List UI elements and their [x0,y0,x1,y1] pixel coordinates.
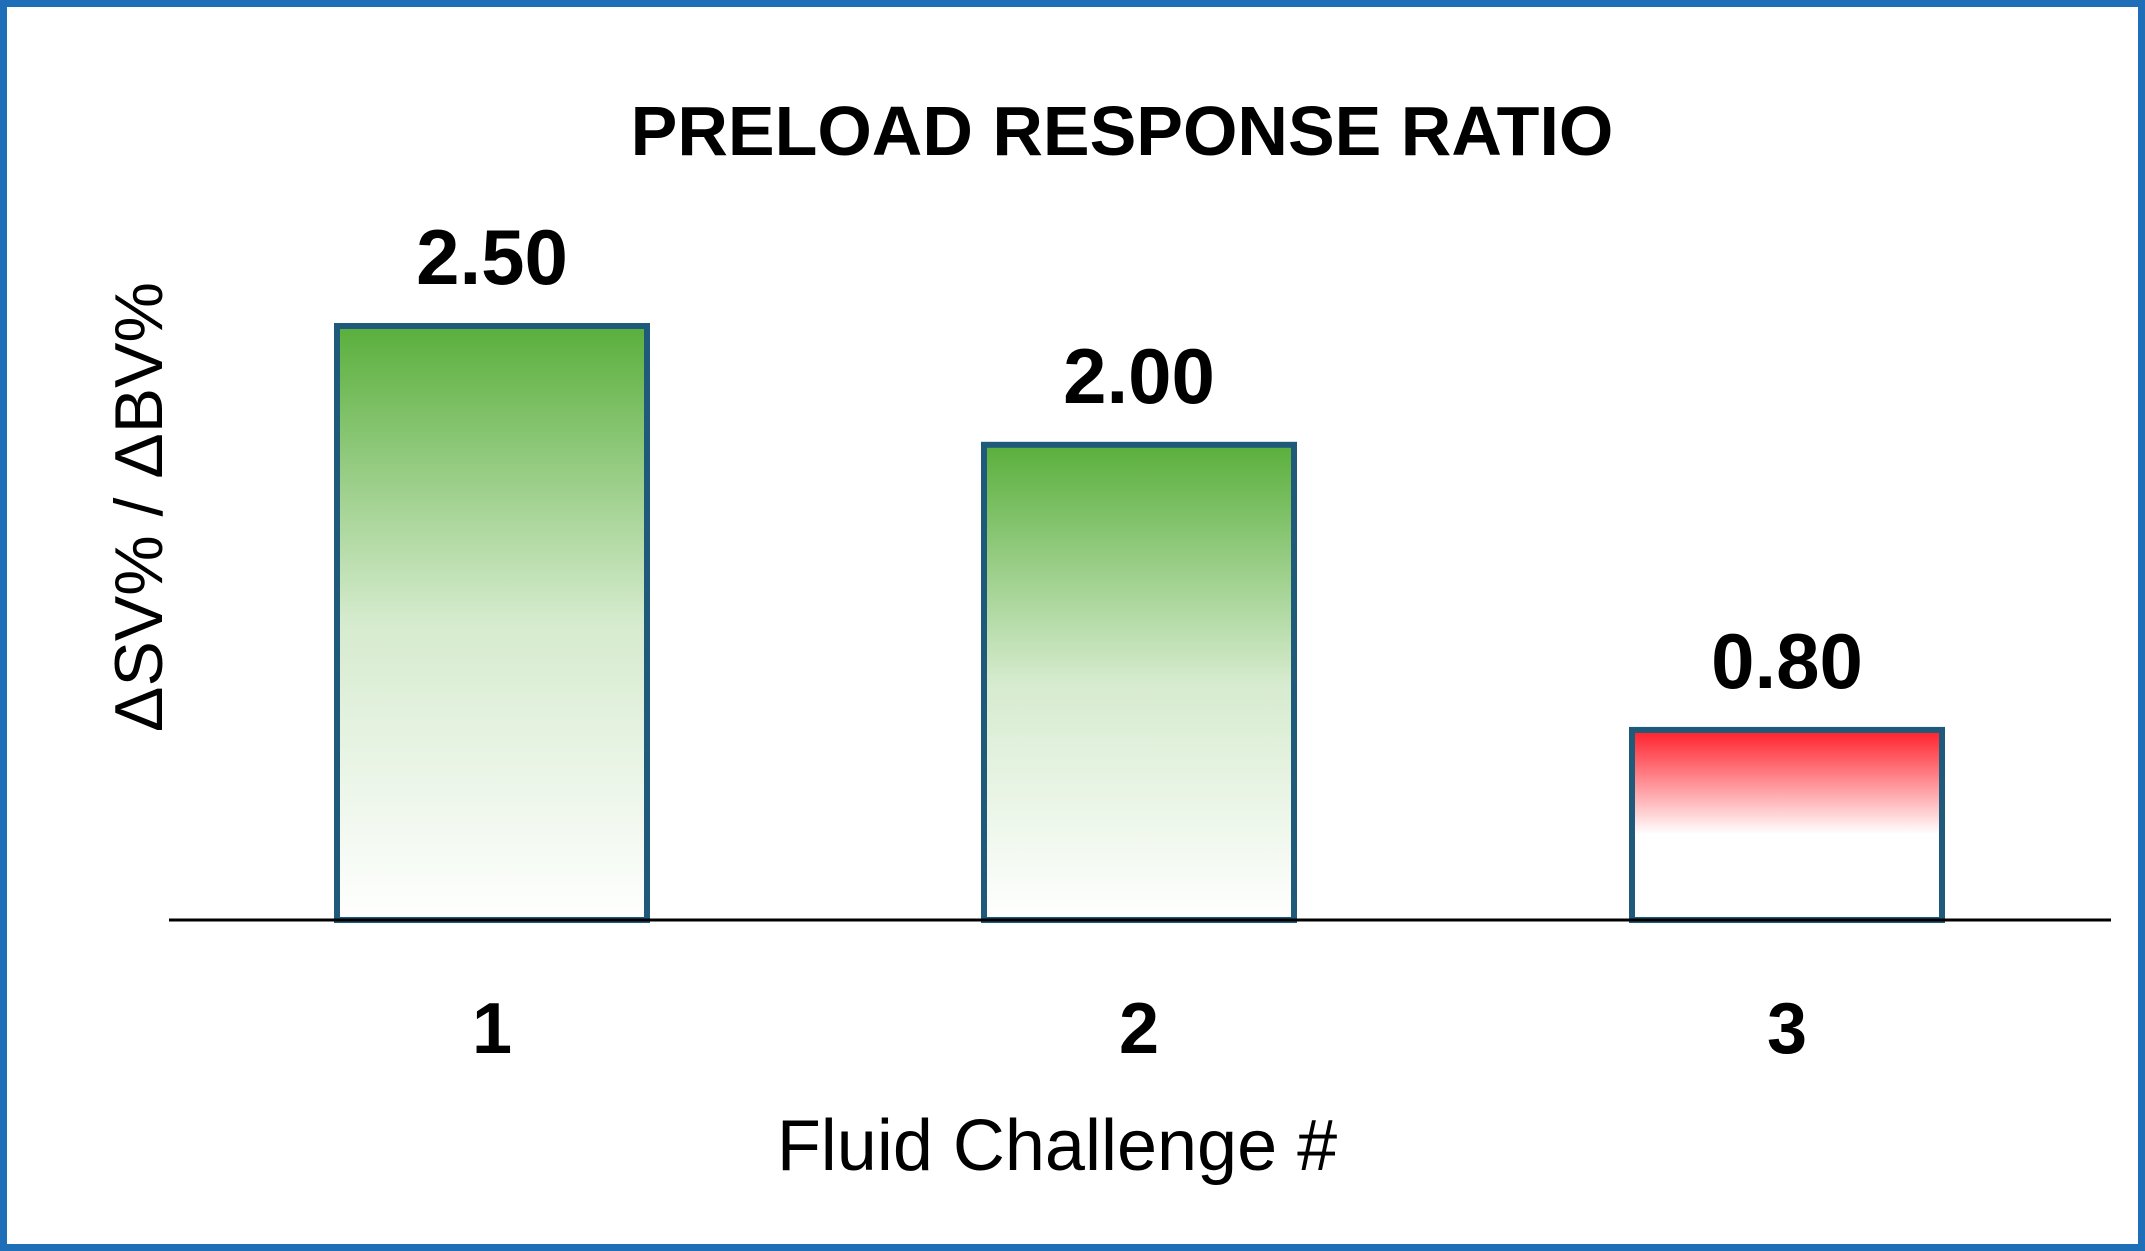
bar-3 [1629,726,1945,923]
y-axis-label: ΔSV% / ΔBV% [101,282,177,732]
bar-2 [981,441,1297,923]
category-label-2: 2 [1119,989,1159,1069]
x-axis-label: Fluid Challenge # [777,1106,1337,1186]
data-label-1: 2.50 [416,213,568,301]
category-label-3: 3 [1767,989,1807,1069]
data-label-2: 2.00 [1063,332,1215,420]
chart-title: PRELOAD RESPONSE RATIO [631,92,1614,170]
bar-1 [334,323,650,923]
category-labels: 1 2 3 [472,989,1807,1069]
bars-layer: 2.50 2.00 0.80 [334,213,1945,923]
bar-chart: PRELOAD RESPONSE RATIO ΔSV% / ΔBV% 2.502… [101,92,2111,1186]
data-label-3: 0.80 [1711,617,1863,705]
category-label-1: 1 [472,989,512,1069]
